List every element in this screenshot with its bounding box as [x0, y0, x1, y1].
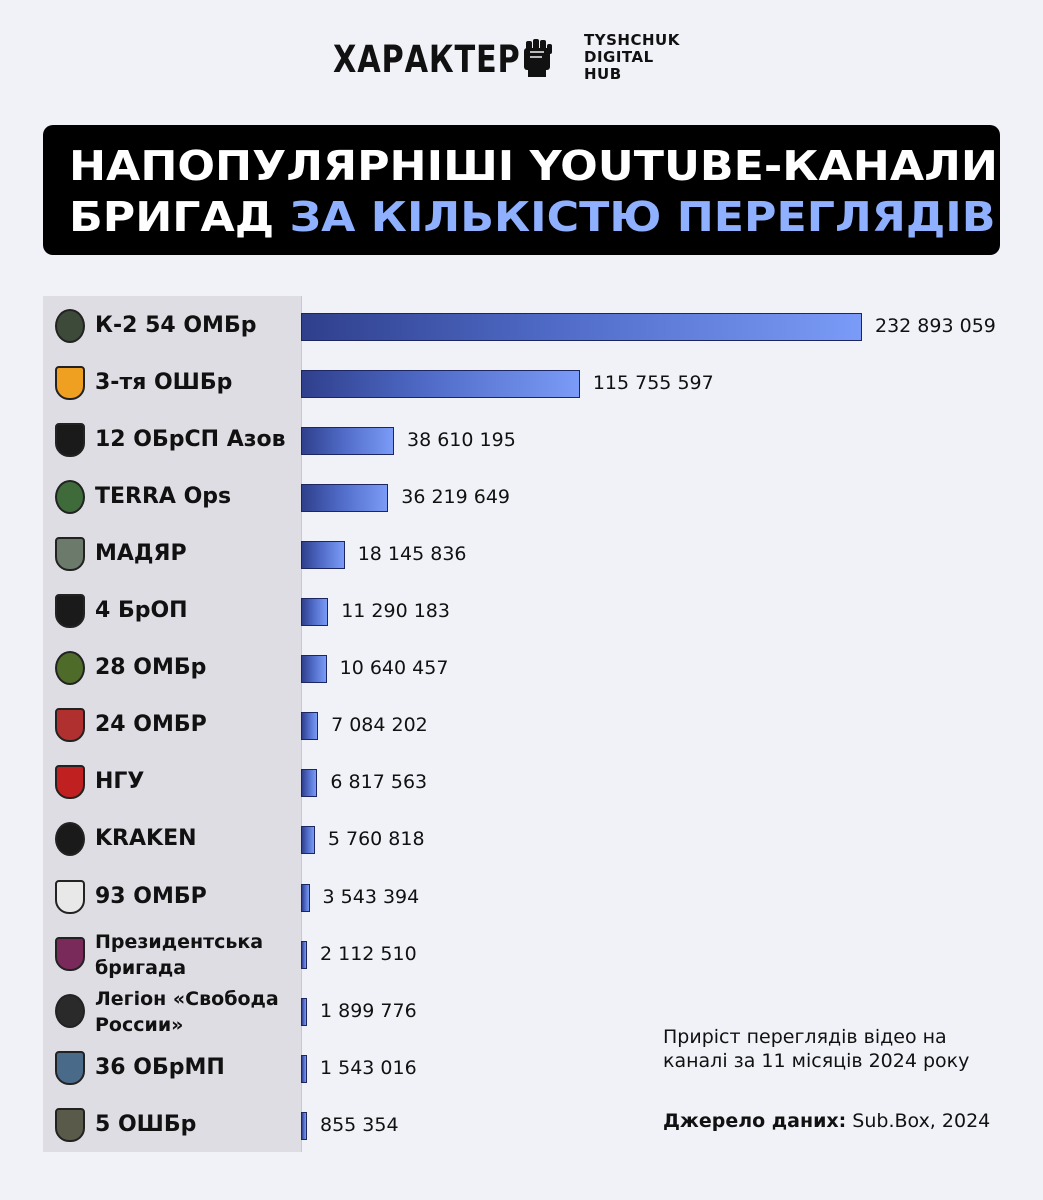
bar: [301, 712, 319, 741]
value-label: 6 817 563: [330, 771, 428, 794]
partner-line-1: TYSHCHUK: [584, 31, 680, 49]
partner-line-2: DIGITAL: [584, 48, 654, 66]
bar: [301, 883, 310, 912]
legion-emblem-icon: [52, 993, 88, 1030]
value-label: 11 290 183: [341, 600, 450, 623]
bar: [301, 1054, 307, 1083]
93-ombr-emblem-icon: [52, 879, 88, 916]
emblem-shape: [55, 879, 85, 914]
category-label: KRAKEN: [95, 826, 197, 852]
k2-emblem-icon: [52, 309, 88, 345]
bar: [301, 1111, 307, 1140]
category-label: 28 ОМБр: [95, 655, 207, 681]
emblem-shape: [55, 480, 85, 515]
madyar-emblem-icon: [52, 537, 88, 573]
bar: [301, 655, 327, 684]
emblem-shape: [55, 936, 85, 971]
title-accent: ЗА КІЛЬКІСТЮ ПЕРЕГЛЯДІВ: [289, 193, 996, 241]
emblem-shape: [55, 309, 85, 343]
bar: [301, 598, 329, 627]
emblem-shape: [55, 993, 85, 1028]
emblem-shape: [55, 651, 85, 686]
category-label: 5 ОШБр: [95, 1111, 197, 1137]
category-label: Легіон «Свобода России»: [95, 986, 279, 1038]
value-label: 2 112 510: [320, 942, 417, 965]
value-label: 36 219 649: [401, 486, 511, 509]
header: ХАРАКТЕР TYSHCHUK DIGITAL HUB: [0, 30, 1043, 100]
bar: [301, 997, 307, 1026]
emblem-shape: [55, 822, 85, 857]
value-label: 3 543 394: [322, 885, 420, 908]
category-label-line: России»: [95, 1013, 184, 1036]
value-label: 10 640 457: [339, 657, 449, 680]
data-source: Джерело даних: Sub.Box, 2024: [663, 1110, 990, 1132]
bar: [301, 826, 315, 855]
terra-emblem-icon: [52, 480, 88, 516]
category-label: 93 ОМБР: [95, 883, 207, 909]
category-label-line: Легіон «Свобода: [95, 987, 279, 1010]
category-label: Президентська бригада: [95, 929, 263, 981]
ngu-emblem-icon: [52, 765, 88, 801]
bar: [301, 541, 345, 570]
category-label: НГУ: [95, 769, 145, 795]
category-label: 24 ОМБР: [95, 712, 207, 738]
source-label: Джерело даних:: [663, 1110, 847, 1132]
value-label: 855 354: [320, 1113, 399, 1136]
value-label: 38 610 195: [407, 429, 516, 452]
value-label: 232 893 059: [875, 315, 996, 337]
partner-logo: TYSHCHUK DIGITAL HUB: [584, 32, 680, 83]
category-label-line: бригада: [95, 956, 187, 979]
third-assault-emblem-icon: [52, 366, 88, 402]
kraken-emblem-icon: [52, 822, 88, 858]
title-plain: БРИГАД: [69, 193, 275, 241]
bar: [301, 484, 389, 513]
source-value: Sub.Box, 2024: [846, 1110, 991, 1132]
emblem-shape: [55, 423, 85, 458]
category-label: МАДЯР: [95, 541, 187, 567]
category-label: 3-тя ОШБр: [95, 370, 233, 396]
emblem-shape: [55, 594, 85, 629]
category-label: 4 БрОП: [95, 598, 188, 624]
presidential-brigade-emblem-icon: [52, 936, 88, 973]
category-label: 36 ОБрМП: [95, 1054, 225, 1080]
value-label: 5 760 818: [327, 828, 425, 851]
28-ombr-emblem-icon: [52, 651, 88, 687]
label-panel: [43, 296, 301, 1152]
category-label: 12 ОБрСП Азов: [95, 427, 286, 453]
value-label: 115 755 597: [592, 372, 714, 395]
category-label-line: Президентська: [95, 930, 264, 953]
emblem-shape: [55, 765, 85, 800]
24-ombr-emblem-icon: [52, 708, 88, 744]
emblem-shape: [55, 366, 85, 401]
5-oshbr-emblem-icon: [52, 1107, 88, 1144]
bar: [301, 940, 307, 969]
partner-line-3: HUB: [584, 65, 622, 83]
bar: [301, 769, 318, 798]
brand-logo: ХАРАКТЕР: [333, 38, 521, 81]
emblem-shape: [55, 1050, 85, 1085]
title-line-2: БРИГАД ЗА КІЛЬКІСТЮ ПЕРЕГЛЯДІВ: [69, 193, 995, 241]
chart-note: Приріст переглядів відео на каналі за 11…: [663, 1026, 970, 1072]
emblem-shape: [55, 537, 85, 572]
value-label: 1 899 776: [320, 999, 417, 1022]
value-label: 18 145 836: [357, 543, 467, 566]
value-label: 1 543 016: [320, 1056, 417, 1079]
fist-icon: [524, 39, 552, 77]
title-line-1: НАПОПУЛЯРНІШІ YOUTUBE-КАНАЛИ: [69, 142, 998, 190]
bar: [301, 427, 394, 456]
emblem-shape: [55, 708, 85, 743]
36-obrmp-emblem-icon: [52, 1050, 88, 1087]
bar: [301, 370, 580, 399]
emblem-shape: [55, 1107, 85, 1142]
category-label: К-2 54 ОМБр: [95, 313, 257, 338]
title-banner: НАПОПУЛЯРНІШІ YOUTUBE-КАНАЛИ БРИГАД ЗА К…: [43, 125, 1000, 255]
value-label: 7 084 202: [331, 714, 428, 737]
bar: [301, 313, 862, 341]
azov-emblem-icon: [52, 423, 88, 459]
category-label: TERRA Ops: [95, 484, 232, 510]
fourth-brop-emblem-icon: [52, 594, 88, 630]
